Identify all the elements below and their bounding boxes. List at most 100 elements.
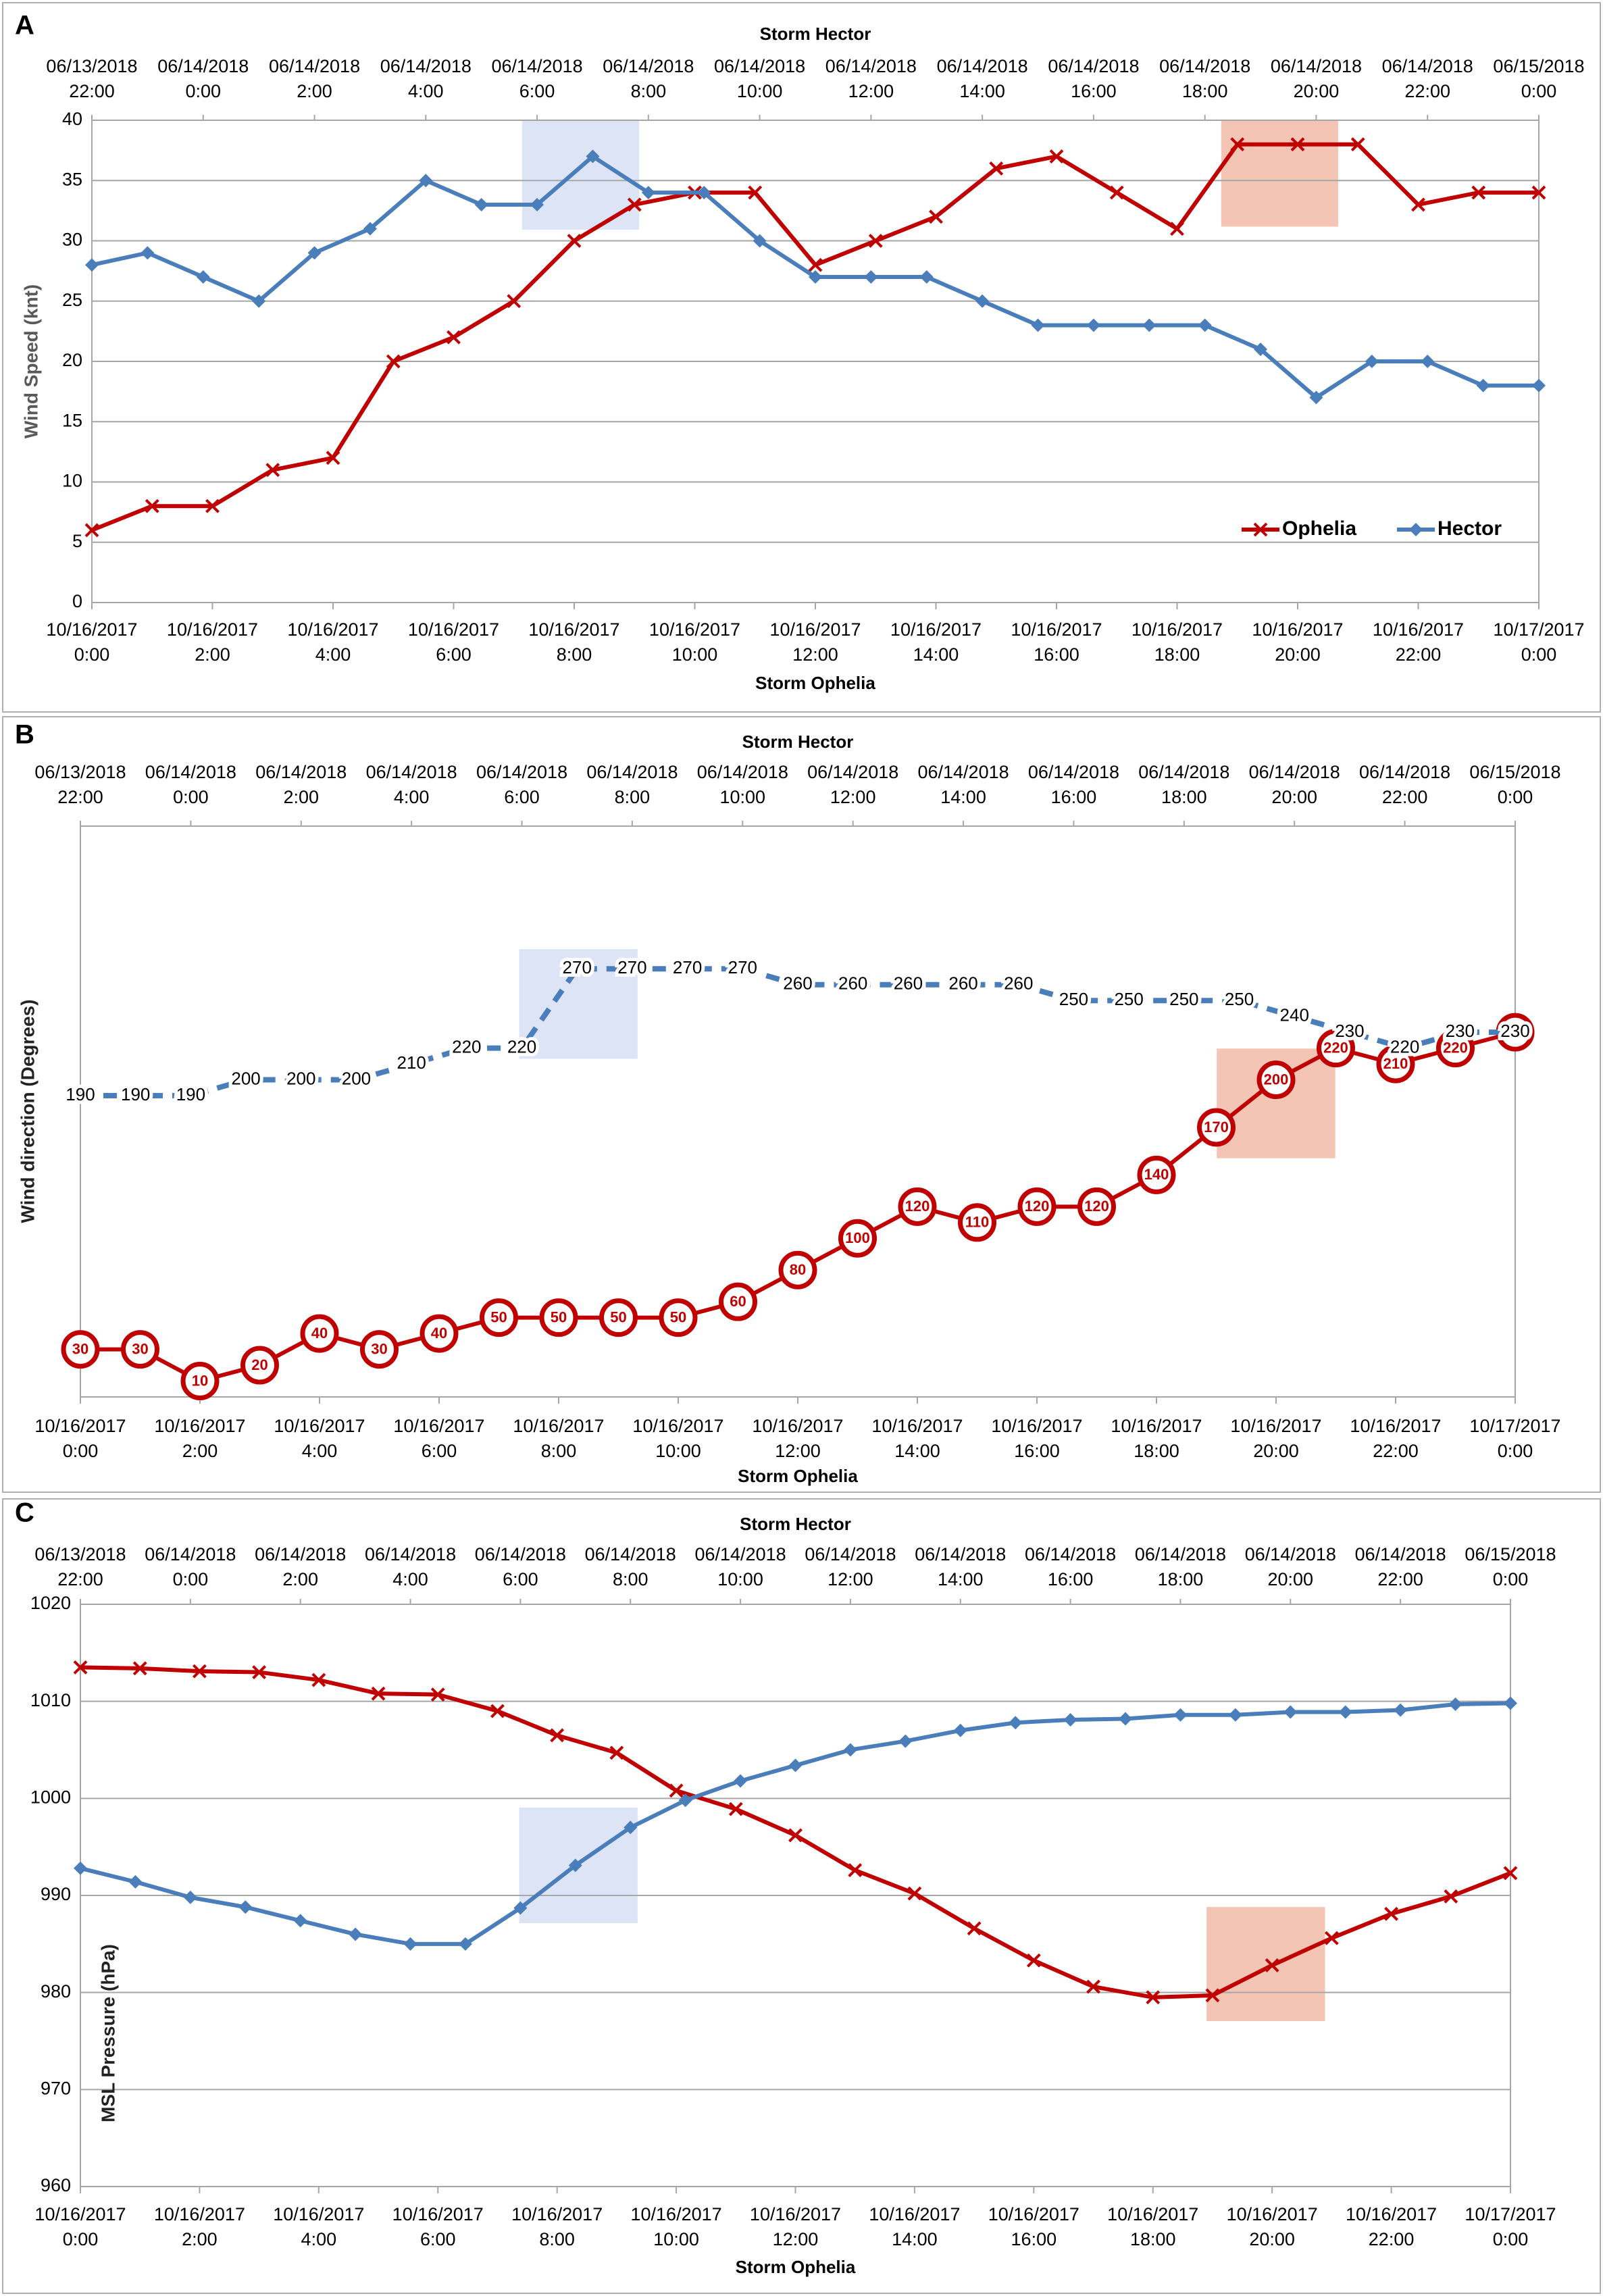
data-label: 220 <box>452 1036 481 1056</box>
data-label: 250 <box>1225 989 1254 1009</box>
x-tick-label: 10/16/2017 12:00 <box>769 619 861 665</box>
data-label: 10 <box>192 1372 208 1389</box>
x2-tick-label: 06/14/2018 16:00 <box>1048 56 1140 101</box>
y-tick-label: 0 <box>72 591 82 611</box>
marker <box>1063 1712 1077 1727</box>
y-axis-title: MSL Pressure (hPa) <box>97 1944 118 2122</box>
x-axis-title: Storm Ophelia <box>736 2257 856 2277</box>
data-label: 220 <box>1443 1039 1468 1056</box>
series-line <box>80 966 1515 1099</box>
x2-tick-label: 06/14/2018 14:00 <box>917 762 1009 807</box>
data-label: 100 <box>845 1229 870 1246</box>
data-label: 190 <box>121 1084 150 1104</box>
marker <box>843 1743 857 1757</box>
x2-tick-label: 06/14/2018 6:00 <box>476 762 568 807</box>
marker <box>474 197 488 211</box>
marker <box>728 1802 743 1816</box>
y-tick-label: 40 <box>62 109 82 129</box>
panel-frame <box>2 2 1601 713</box>
marker <box>1197 1108 1236 1147</box>
marker <box>1265 1958 1279 1972</box>
marker <box>196 270 210 284</box>
marker <box>145 499 159 513</box>
x-tick-label: 10/16/2017 0:00 <box>34 1416 126 1461</box>
data-label: 50 <box>490 1308 507 1325</box>
marker <box>300 1314 339 1353</box>
data-label: 30 <box>371 1340 387 1357</box>
data-label: 270 <box>563 957 592 977</box>
x-tick-label: 10/16/2017 16:00 <box>988 2204 1079 2249</box>
x-tick-label: 10/16/2017 6:00 <box>407 619 500 665</box>
marker <box>1283 1705 1298 1719</box>
marker <box>568 1858 582 1872</box>
y-tick-label: 30 <box>62 230 82 250</box>
y-axis-title: Wind direction (Degrees) <box>17 999 38 1223</box>
marker <box>1338 1705 1352 1719</box>
marker <box>778 1250 817 1290</box>
data-label: 40 <box>311 1325 328 1342</box>
marker <box>1049 149 1064 163</box>
marker <box>61 1330 100 1369</box>
marker <box>132 1661 147 1676</box>
marker <box>193 1664 207 1679</box>
marker <box>386 354 401 369</box>
x2-tick-label: 06/13/2018 22:00 <box>34 1544 126 1589</box>
marker <box>205 499 220 513</box>
data-label: 230 <box>1500 1021 1529 1041</box>
y-tick-label: 10 <box>62 471 82 491</box>
marker <box>1017 1187 1057 1226</box>
x-tick-label: 10/16/2017 8:00 <box>513 1416 605 1461</box>
marker <box>1531 185 1546 200</box>
y-tick-label: 1020 <box>30 1593 71 1613</box>
x-tick-label: 10/16/2017 12:00 <box>749 2204 842 2249</box>
x-tick-label: 10/16/2017 4:00 <box>287 619 379 665</box>
marker <box>74 1861 87 1875</box>
x2-tick-label: 06/14/2018 20:00 <box>1248 762 1340 807</box>
data-label: 260 <box>783 973 812 994</box>
marker <box>480 1298 518 1337</box>
marker <box>73 1660 88 1675</box>
marker <box>599 1298 638 1337</box>
x2-tick-label: 06/15/2018 0:00 <box>1493 56 1585 101</box>
marker <box>458 1937 472 1951</box>
marker <box>507 294 521 309</box>
x-tick-label: 10/16/2017 10:00 <box>630 2204 722 2249</box>
panel: C 960 970 980 990 1000 1010 1020 Storm Hector Sto… <box>2 1498 1601 2294</box>
marker <box>719 1282 757 1321</box>
x-tick-label: 10/16/2017 4:00 <box>273 2204 365 2249</box>
marker <box>1086 1979 1100 1994</box>
x2-tick-label: 06/14/2018 16:00 <box>1025 1544 1117 1589</box>
marker <box>898 1187 937 1226</box>
marker <box>371 1686 386 1701</box>
marker <box>1317 1029 1355 1068</box>
marker <box>1256 1061 1296 1100</box>
marker <box>1026 1953 1041 1968</box>
data-label: 140 <box>1144 1166 1169 1183</box>
x2-tick-label: 06/14/2018 20:00 <box>1244 1544 1336 1589</box>
data-label: 210 <box>1383 1055 1408 1072</box>
marker <box>1253 522 1268 537</box>
x-tick-label: 10/16/2017 8:00 <box>528 619 620 665</box>
panel-letter: C <box>15 1498 34 1528</box>
y-tick-label: 980 <box>41 1981 71 2001</box>
marker <box>898 1734 913 1748</box>
x2-tick-label: 06/14/2018 0:00 <box>145 762 236 807</box>
marker <box>678 1793 692 1808</box>
data-label: 260 <box>838 973 867 994</box>
marker <box>1448 1697 1462 1711</box>
marker <box>967 1921 982 1936</box>
marker <box>1503 1866 1518 1881</box>
data-label: 190 <box>176 1084 205 1104</box>
x2-tick-label: 06/14/2018 4:00 <box>364 1544 457 1589</box>
legend-label: Hector <box>1437 517 1502 540</box>
x2-tick-label: 06/14/2018 14:00 <box>915 1544 1007 1589</box>
x-tick-label: 10/16/2017 22:00 <box>1346 2204 1437 2249</box>
data-label: 240 <box>1280 1005 1309 1025</box>
marker <box>1290 137 1305 152</box>
marker <box>85 258 99 272</box>
marker <box>141 246 155 260</box>
marker <box>1009 1716 1023 1730</box>
x2-tick-label: 06/14/2018 16:00 <box>1027 762 1120 807</box>
y-axis-title: Wind Speed (knt) <box>20 284 41 438</box>
